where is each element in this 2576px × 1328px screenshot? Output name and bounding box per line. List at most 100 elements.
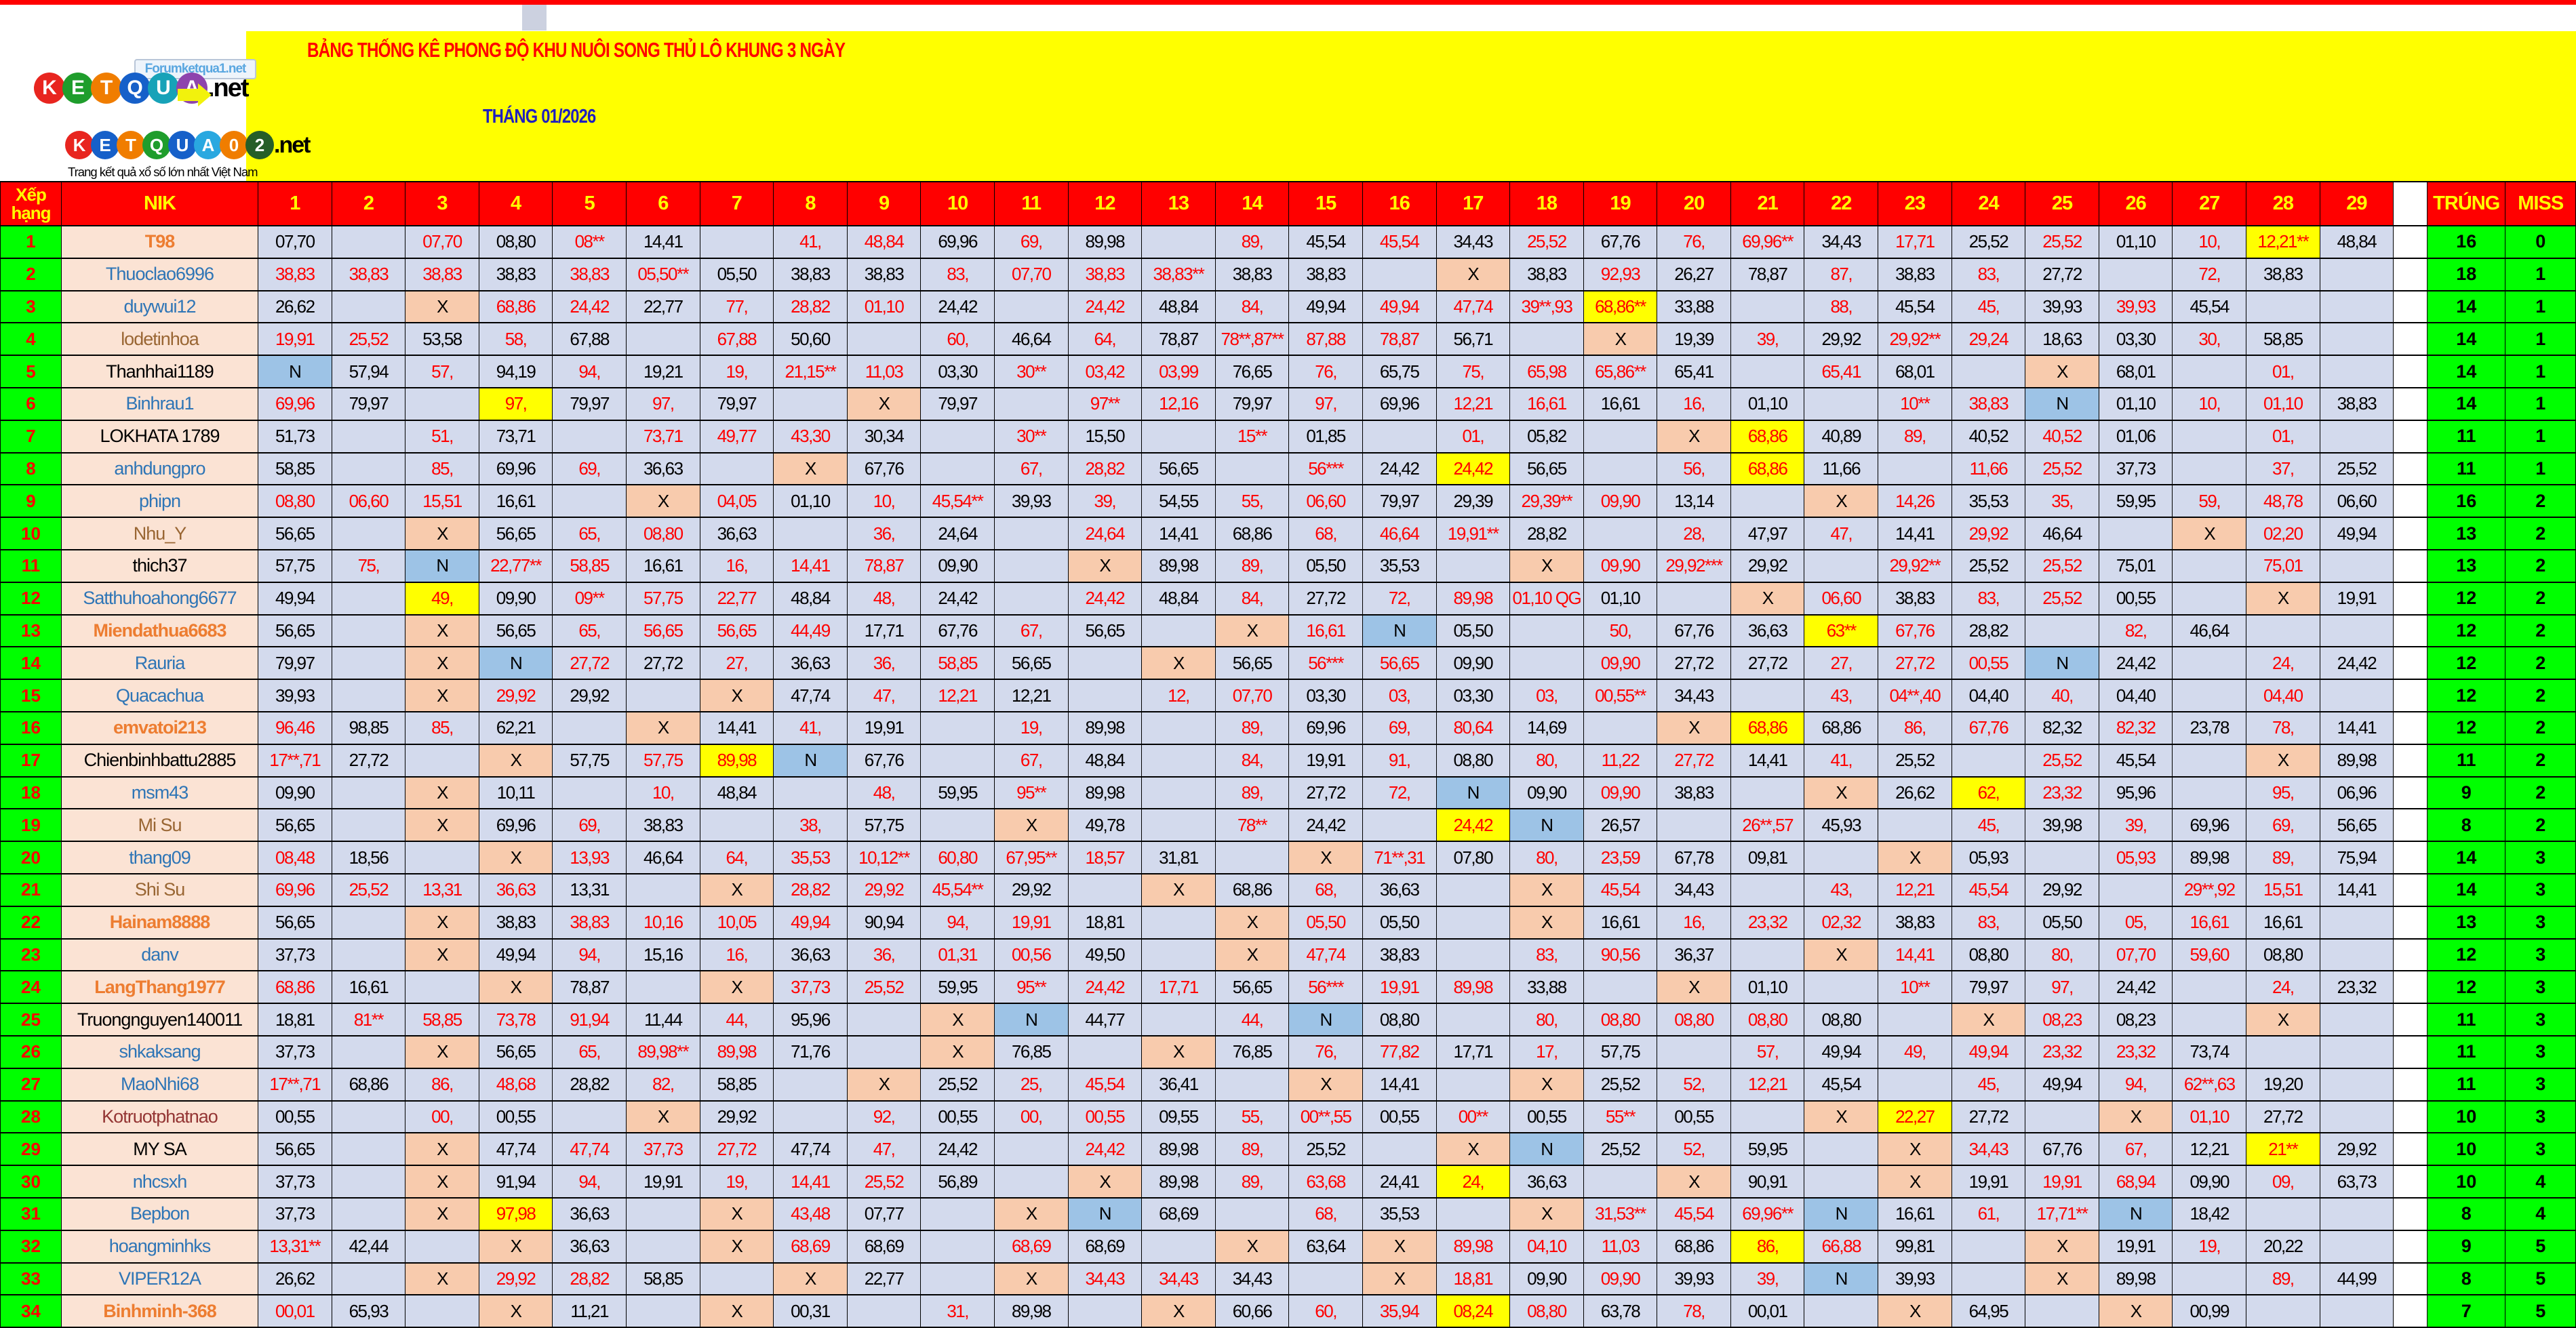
day-cell: 36, [846,517,922,550]
day-cell: 89, [1878,419,1952,454]
trung-cell: 9 [2427,1229,2506,1264]
day-cell [1804,386,1879,421]
day-cell: 69,96 [478,808,553,843]
day-cell: 38,83 [1362,938,1437,972]
day-cell: 08,80 [1951,938,2026,972]
day-cell: 94,19 [478,355,553,388]
day-cell: 25,52 [2319,451,2394,486]
day-cell: 63** [1804,613,1879,648]
day-cell: 84, [1214,743,1290,778]
day-cell: 38,83 [1878,581,1952,616]
day-cell: 14,69 [1509,710,1584,745]
miss-cell: 2 [2505,517,2576,550]
day-cell: 29,92** [1878,548,1952,583]
day-cell: N [2025,646,2099,681]
separator-cell [2393,451,2428,486]
day-cell: 25,52 [1951,548,2026,583]
day-cell: 24,42 [2098,646,2173,681]
day-cell: 68,69 [993,1229,1069,1264]
rank-cell: 8 [0,451,62,486]
day-cell: 09,55 [1141,1100,1216,1134]
day-cell: 14,41 [699,710,774,745]
day-cell: 01,10 [2172,1100,2247,1134]
nickname-cell: danv [61,938,258,972]
day-cell: 58,85 [699,1067,774,1102]
day-cell: 38,83 [846,257,922,291]
day-cell: 00,55 [2098,581,2173,616]
day-cell: 46,64 [625,841,700,874]
day-cell: 36,63 [699,517,774,550]
day-cell: 57,75 [1583,1034,1658,1069]
day-cell: 28,82 [773,289,848,324]
day-cell: 41, [1804,743,1879,778]
day-cell: 78** [1214,808,1290,843]
day-cell: 09** [552,581,627,616]
day-cell: 19,91 [1288,743,1363,778]
day-cell: 40,52 [1951,419,2026,454]
day-cell: 47,74 [478,1132,553,1167]
day-cell: 92,93 [1583,257,1658,291]
trung-cell: 11 [2427,743,2506,778]
day-cell: 67, [2098,1132,2173,1167]
day-cell: 21** [2246,1132,2320,1167]
day-cell: 11,21 [552,1294,627,1328]
day-cell: 12,21 [920,679,995,712]
day-cell: 57,75 [846,808,922,843]
day-cell: 28,82 [552,1067,627,1102]
day-cell: N [405,548,479,583]
day-cell: 04,05 [699,484,774,519]
separator-cell [2393,1067,2428,1102]
day-cell [1435,938,1511,972]
day-cell: 19, [993,710,1069,745]
day-cell [699,451,774,486]
day-cell: 72, [1362,776,1437,810]
day-cell [2025,1294,2099,1328]
day-cell [1878,808,1952,843]
day-cell: 38,83 [2319,386,2394,421]
trung-cell: 10 [2427,1100,2506,1134]
day-cell: 69,96** [1730,225,1805,259]
day-cell: 34,43 [1067,1262,1143,1296]
day-cell: 38,83 [1657,776,1731,810]
day-cell: 38,83 [552,257,627,291]
day-cell [993,386,1069,421]
day-cell [331,1034,406,1069]
day-cell: 38,83 [1951,386,2026,421]
day-cell: 25,52 [1583,1067,1658,1102]
table-row: 15 Quacachua 39,93 X 29,92 29,92 X 47,74 47, 12,2… [0,679,2576,712]
day-cell: 24,42 [920,1132,995,1167]
day-cell: X [1141,872,1216,907]
day-cell: X [699,1229,774,1264]
separator-cell [2393,419,2428,454]
stats-table: Xếp hạng NIK 1 2 3 4 5 6 7 8 9 10 11 12 13 14 15 16 17 18… [0,181,2576,1328]
separator-cell [2393,1229,2428,1264]
day-cell: 09,90 [1583,548,1658,583]
day-cell: 28,82 [552,1262,627,1296]
day-cell [993,1165,1069,1199]
day-cell: 36,63 [1509,1165,1584,1199]
day-cell: X [625,484,700,519]
day-cell: 09,90 [1509,1262,1584,1296]
rank-cell: 7 [0,419,62,454]
day-cell: 99,81 [1878,1229,1952,1264]
day-cell: 10** [1878,970,1952,1005]
separator-cell [2393,548,2428,583]
day-cell: 34,43 [1657,872,1731,907]
day-cell [405,970,479,1005]
day-cell: 67,76 [846,451,922,486]
day-cell: 37,73 [258,1165,332,1199]
day-cell [1804,1132,1879,1167]
day-cell: 00,55** [1583,679,1658,712]
day-cell: 89, [1214,1132,1290,1167]
nickname-cell: Mi Su [61,808,258,843]
day-cell [552,419,627,454]
day-cell [331,905,406,940]
day-cell: 68,86 [331,1067,406,1102]
table-row: 34 Binhminh-368 00,01 65,93 X 11,21 X 00,31 31, 8… [0,1294,2576,1328]
day-cell [1730,289,1805,324]
day-cell: 67,76 [2025,1132,2099,1167]
day-cell: 82,32 [2098,710,2173,745]
